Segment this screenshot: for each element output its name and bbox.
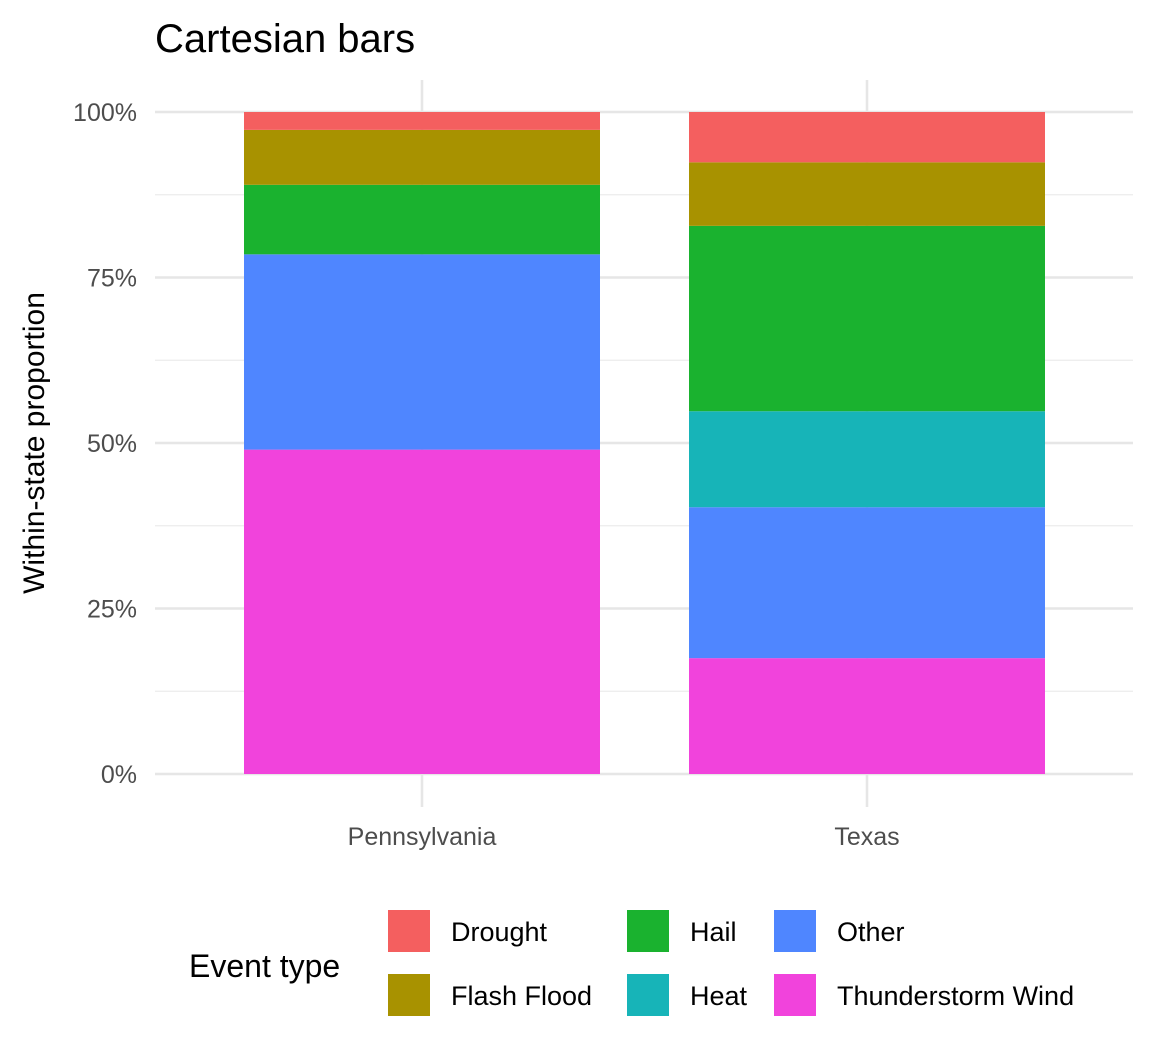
bars xyxy=(244,112,1045,774)
y-axis-ticks: 0% 25% 50% 75% 100% xyxy=(73,99,137,789)
legend-key-hail xyxy=(627,910,669,952)
y-tick-label: 0% xyxy=(101,761,137,789)
bar-segment-thunderstorm-wind xyxy=(244,449,600,774)
bar-segment-hail xyxy=(244,184,600,255)
legend-label: Hail xyxy=(690,917,737,947)
legend-label: Thunderstorm Wind xyxy=(837,981,1074,1011)
bar-segment-thunderstorm-wind xyxy=(689,658,1045,774)
legend-label: Flash Flood xyxy=(451,981,592,1011)
y-tick-label: 75% xyxy=(87,265,137,293)
x-axis-ticks: Pennsylvania Texas xyxy=(348,823,900,851)
bar-segment-flash-flood xyxy=(689,162,1045,226)
legend-key-drought xyxy=(388,910,430,952)
legend: Event type Drought Flash Flood Hail Heat Oth… xyxy=(189,910,1074,1016)
y-axis-title: Within-state proportion xyxy=(18,292,51,594)
x-tick-label: Pennsylvania xyxy=(348,823,497,851)
bar-segment-heat xyxy=(689,411,1045,508)
y-tick-label: 100% xyxy=(73,99,137,127)
legend-label: Drought xyxy=(451,917,548,947)
bar-segment-drought xyxy=(244,112,600,130)
legend-key-flash-flood xyxy=(388,974,430,1016)
legend-label: Other xyxy=(837,917,905,947)
y-tick-label: 25% xyxy=(87,596,137,624)
bar-segment-hail xyxy=(689,225,1045,412)
legend-key-other xyxy=(774,910,816,952)
bar-segment-drought xyxy=(689,112,1045,163)
chart-title: Cartesian bars xyxy=(155,17,415,61)
bar-segment-flash-flood xyxy=(244,129,600,185)
y-tick-label: 50% xyxy=(87,430,137,458)
bar-segment-other xyxy=(689,507,1045,659)
legend-label: Heat xyxy=(690,981,748,1011)
legend-key-thunderstorm-wind xyxy=(774,974,816,1016)
x-tick-label: Texas xyxy=(834,823,899,851)
bar-segment-other xyxy=(244,254,600,450)
legend-key-heat xyxy=(627,974,669,1016)
legend-title: Event type xyxy=(189,948,340,984)
